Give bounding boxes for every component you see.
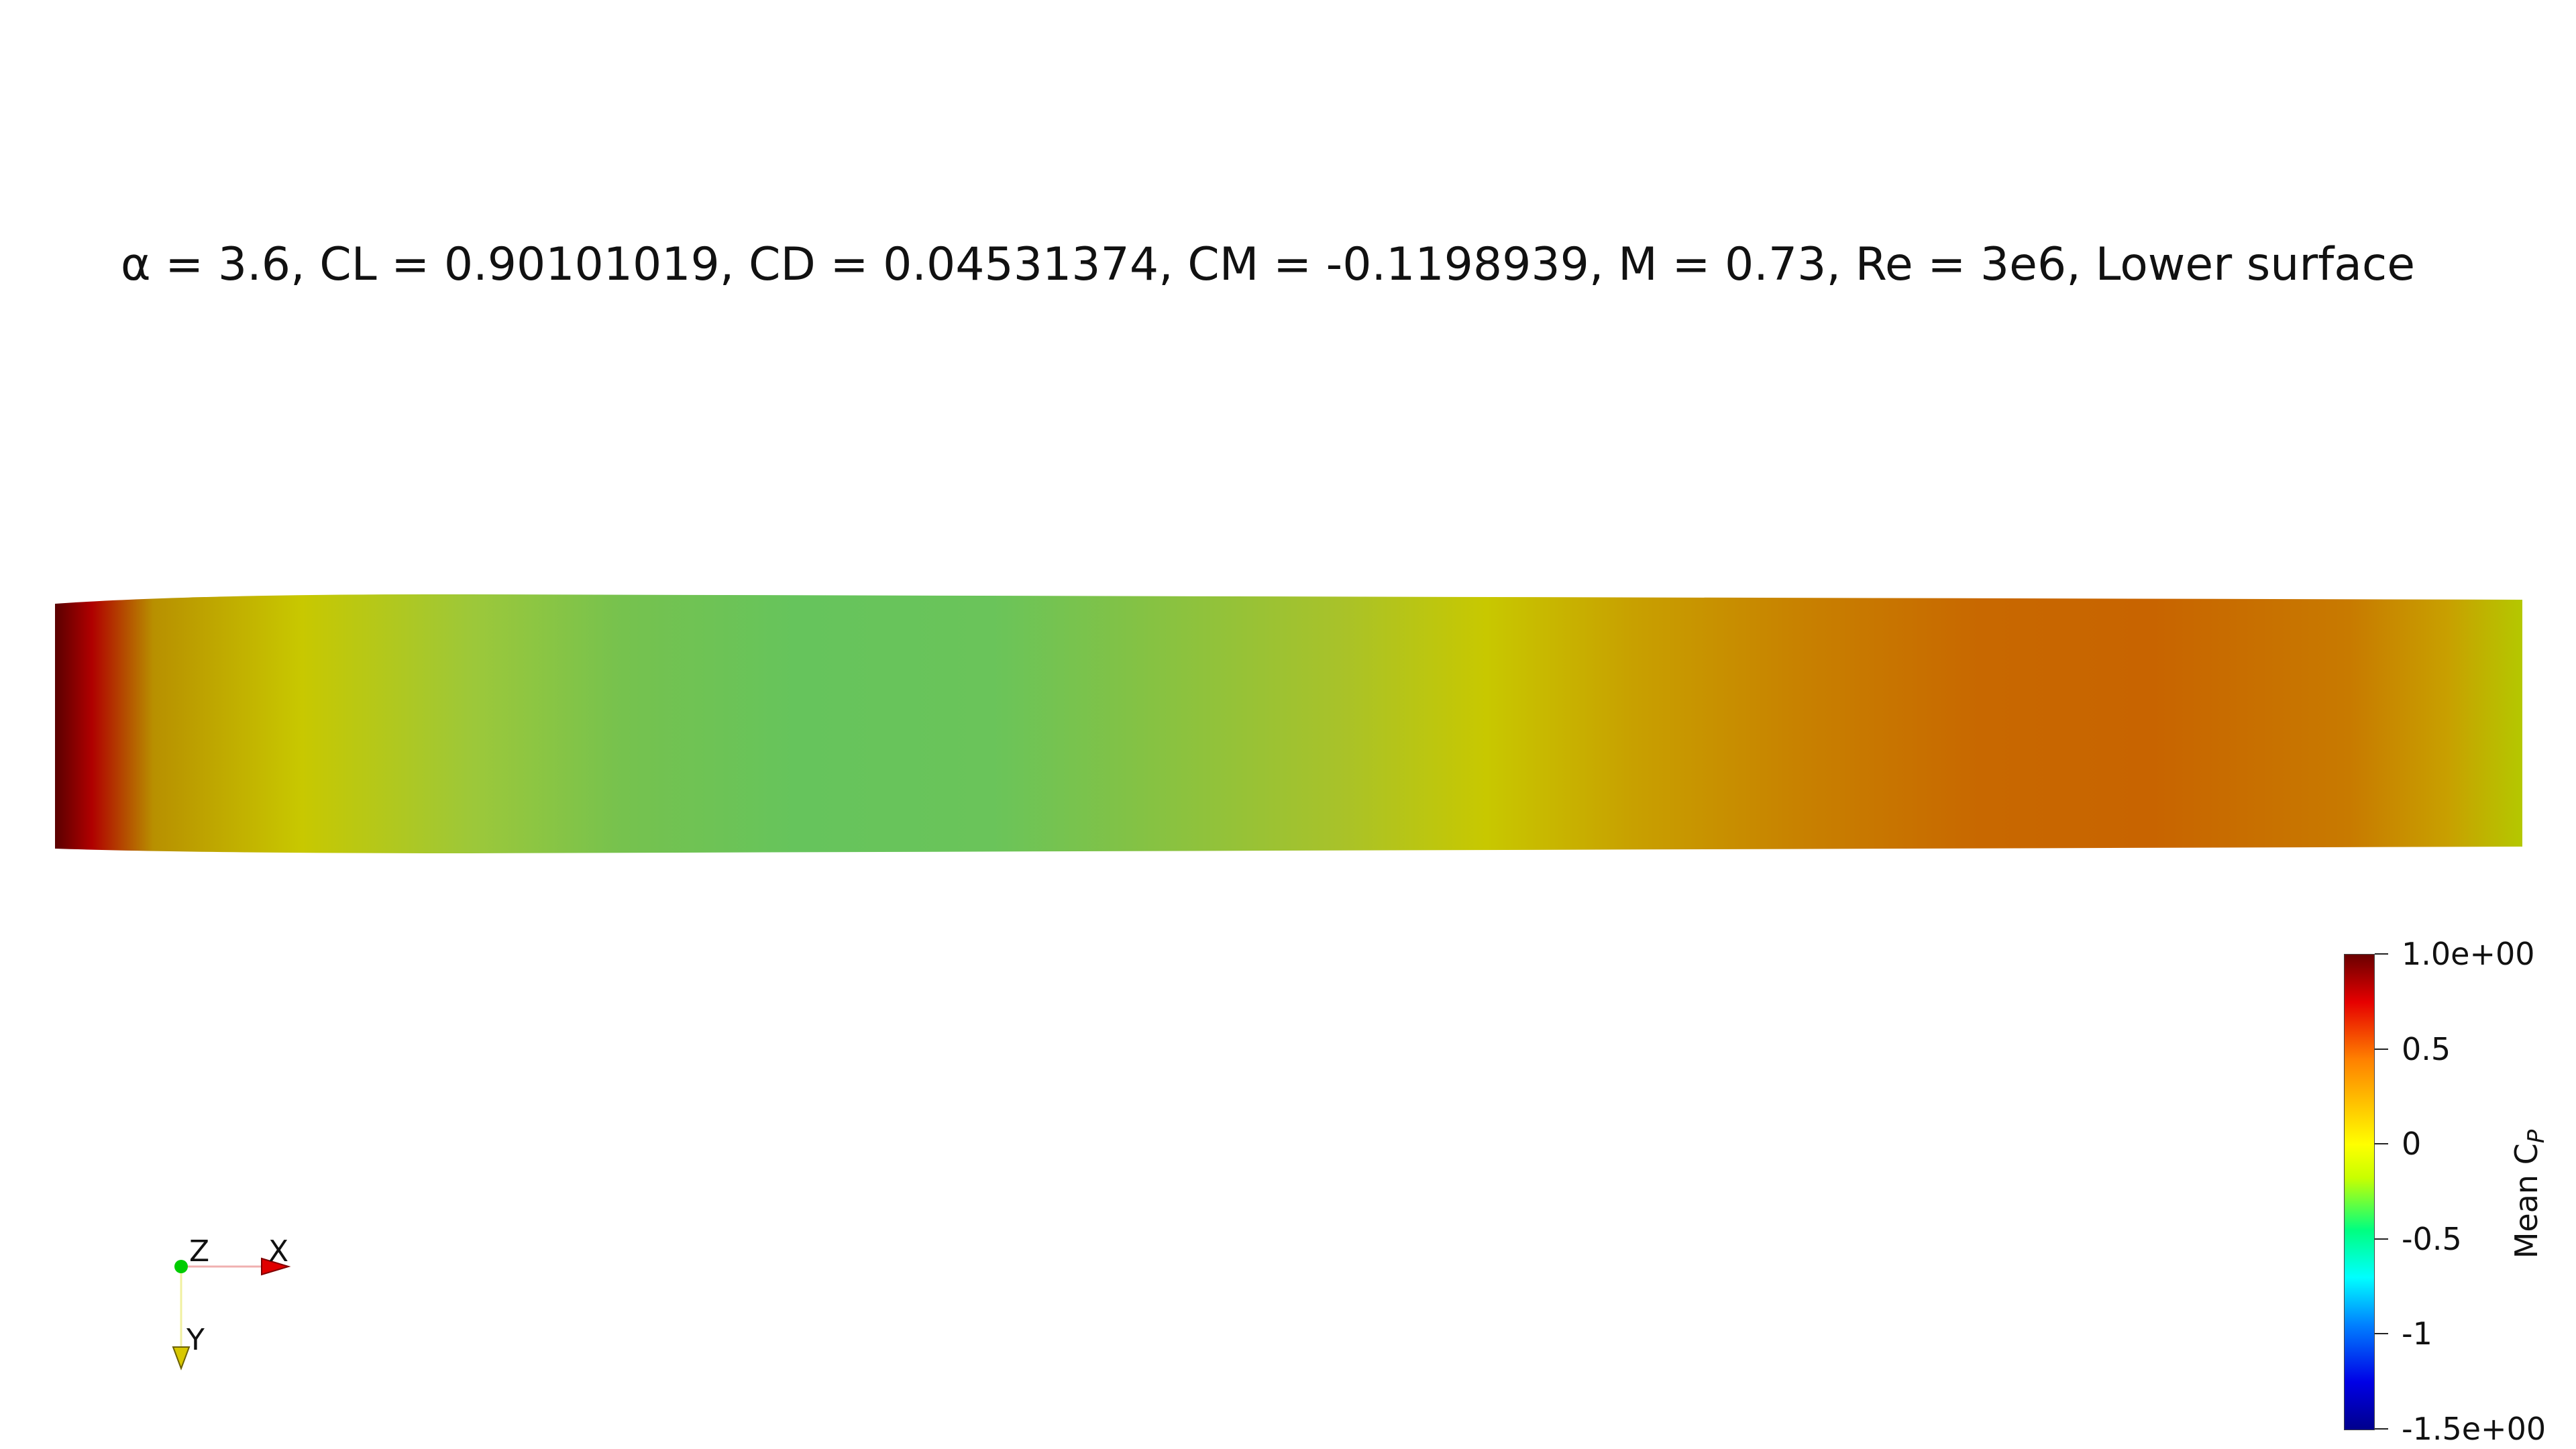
z-axis-label: Z — [189, 1234, 209, 1269]
colorbar-tick-label: -0.5 — [2402, 1220, 2462, 1257]
surface-strip — [55, 594, 2522, 853]
z-axis-dot — [174, 1260, 188, 1273]
colorbar-tick — [2375, 1238, 2388, 1240]
colorbar-tick — [2375, 1333, 2388, 1335]
y-axis-arrow — [172, 1346, 191, 1371]
x-axis-arrow — [261, 1257, 291, 1276]
y-axis-label: Y — [186, 1323, 205, 1357]
colorbar-tick-label: -1 — [2402, 1316, 2432, 1352]
colorbar-tick — [2375, 953, 2388, 955]
colorbar-title-sub: P — [2523, 1129, 2551, 1144]
colorbar-tick — [2375, 1143, 2388, 1145]
colorbar-tick-label: -1.5e+00 — [2402, 1411, 2546, 1447]
colorbar-tick-label: 1.0e+00 — [2402, 936, 2535, 972]
plot-title: α = 3.6, CL = 0.90101019, CD = 0.0453137… — [120, 238, 2416, 291]
colorbar-tick — [2375, 1048, 2388, 1050]
orientation-axes: Z X Y — [172, 1234, 291, 1371]
colorbar-title-main: Mean C — [2508, 1143, 2544, 1259]
colorbar-title: Mean CP — [2508, 1130, 2550, 1259]
colorbar-tick-label: 0.5 — [2402, 1030, 2451, 1067]
colorbar — [2344, 954, 2375, 1430]
colorbar-tick-label: 0 — [2402, 1126, 2422, 1163]
colorbar-tick — [2375, 1428, 2388, 1430]
x-axis-label: X — [268, 1234, 288, 1269]
